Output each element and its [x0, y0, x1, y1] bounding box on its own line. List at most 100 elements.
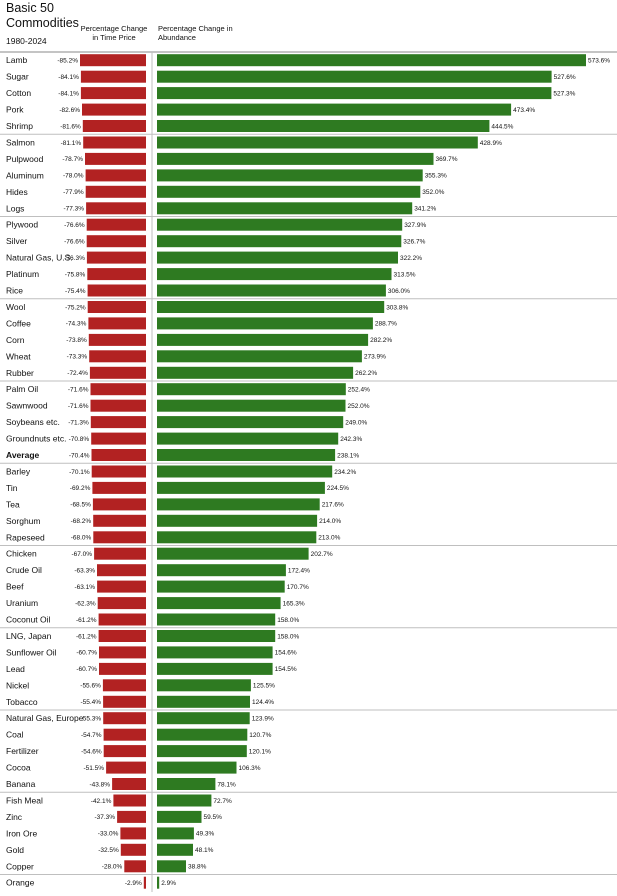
- time-price-value-label: -55.3%: [81, 716, 102, 723]
- abundance-value-label: 106.3%: [239, 765, 261, 772]
- abundance-bar: [157, 860, 186, 873]
- category-label: Coal: [6, 730, 24, 740]
- abundance-value-label: 120.1%: [249, 748, 271, 755]
- abundance-value-label: 322.2%: [400, 255, 422, 262]
- category-label: Corn: [6, 335, 25, 345]
- abundance-bar: [157, 630, 276, 642]
- abundance-value-label: 165.3%: [283, 600, 305, 607]
- abundance-bar: [157, 169, 423, 182]
- abundance-bar: [157, 695, 250, 708]
- abundance-bar: [157, 728, 248, 741]
- time-price-value-label: -71.3%: [68, 419, 89, 426]
- abundance-value-label: 238.1%: [337, 452, 359, 459]
- abundance-bar: [157, 202, 413, 215]
- time-price-bar: [87, 284, 146, 297]
- time-price-value-label: -85.2%: [57, 58, 78, 65]
- time-price-value-label: -84.1%: [58, 90, 79, 97]
- abundance-bar: [157, 597, 281, 610]
- time-price-bar: [90, 416, 146, 429]
- time-price-bar: [97, 597, 146, 610]
- abundance-bar: [157, 662, 273, 675]
- abundance-value-label: 158.0%: [277, 617, 299, 624]
- category-label: Banana: [6, 779, 36, 789]
- abundance-bar: [157, 54, 586, 67]
- abundance-value-label: 573.6%: [588, 58, 610, 65]
- time-price-value-label: -61.2%: [76, 617, 97, 624]
- abundance-value-label: 120.7%: [249, 732, 271, 739]
- abundance-bar: [157, 465, 333, 478]
- abundance-bar: [157, 498, 320, 511]
- time-price-value-label: -68.2%: [71, 518, 92, 525]
- time-price-bar: [85, 152, 146, 165]
- category-label: Orange: [6, 878, 35, 888]
- time-price-bar: [86, 251, 146, 264]
- abundance-bar: [157, 646, 273, 659]
- time-price-value-label: -82.6%: [59, 107, 80, 114]
- abundance-bar: [157, 449, 336, 461]
- time-price-bar: [86, 218, 146, 231]
- category-label: Iron Ore: [6, 828, 37, 838]
- abundance-bar: [157, 416, 344, 429]
- category-label: Plywood: [6, 220, 38, 230]
- category-label: Fish Meal: [6, 796, 43, 806]
- time-price-value-label: -70.1%: [69, 469, 90, 476]
- abundance-bar: [157, 613, 276, 626]
- time-price-bar: [88, 333, 146, 346]
- time-price-bar: [103, 728, 146, 741]
- time-price-value-label: -37.3%: [94, 814, 115, 821]
- time-price-bar: [91, 449, 146, 461]
- abundance-value-label: 125.5%: [253, 683, 275, 690]
- category-label: Sugar: [6, 72, 29, 82]
- time-price-value-label: -73.3%: [67, 354, 88, 361]
- abundance-value-label: 49.3%: [196, 831, 215, 838]
- time-price-bar: [90, 383, 146, 396]
- category-label: Zinc: [6, 812, 23, 822]
- abundance-value-label: 172.4%: [288, 568, 310, 575]
- abundance-bar: [157, 120, 490, 132]
- category-label: Sunflower Oil: [6, 647, 57, 657]
- time-price-bar: [91, 465, 146, 478]
- abundance-bar: [157, 810, 202, 823]
- abundance-value-label: 262.2%: [355, 370, 377, 377]
- time-price-value-label: -75.2%: [65, 304, 86, 311]
- abundance-bar: [157, 70, 552, 83]
- category-label: Shrimp: [6, 121, 33, 131]
- time-price-bar: [92, 498, 146, 511]
- abundance-value-label: 123.9%: [252, 716, 274, 723]
- chart-title-text: Basic 50 Commodities: [6, 1, 79, 30]
- category-label: Logs: [6, 203, 24, 213]
- category-label: Uranium: [6, 598, 38, 608]
- time-price-value-label: -60.7%: [76, 666, 97, 673]
- abundance-bar: [157, 350, 362, 363]
- abundance-bar: [157, 564, 286, 577]
- category-label: Salmon: [6, 138, 35, 148]
- category-label: Tin: [6, 483, 18, 493]
- category-label: Aluminum: [6, 170, 44, 180]
- category-label: Coconut Oil: [6, 615, 51, 625]
- abundance-bar: [157, 876, 160, 889]
- time-price-bar: [99, 662, 146, 675]
- category-label: Tobacco: [6, 697, 38, 707]
- abundance-value-label: 59.5%: [204, 814, 223, 821]
- abundance-bar: [157, 235, 402, 248]
- category-label: Average: [6, 450, 40, 460]
- abundance-value-label: 242.3%: [340, 436, 362, 443]
- abundance-value-label: 313.5%: [394, 271, 416, 278]
- time-price-value-label: -2.9%: [125, 880, 142, 887]
- abundance-value-label: 249.0%: [345, 419, 367, 426]
- time-price-bar: [97, 580, 146, 593]
- category-label: Lamb: [6, 55, 28, 65]
- abundance-value-label: 38.8%: [188, 864, 207, 871]
- category-label: Cocoa: [6, 763, 31, 773]
- abundance-bar: [157, 679, 251, 692]
- time-price-bar: [112, 778, 146, 790]
- time-price-value-label: -78.7%: [62, 156, 83, 163]
- abundance-value-label: 158.0%: [277, 633, 299, 640]
- time-price-value-label: -81.1%: [61, 140, 82, 147]
- category-label: Rice: [6, 286, 23, 296]
- time-price-bar: [88, 317, 146, 330]
- category-label: Gold: [6, 845, 24, 855]
- time-price-bar: [87, 268, 146, 281]
- category-label: Pulpwood: [6, 154, 44, 164]
- category-label: Pork: [6, 105, 24, 115]
